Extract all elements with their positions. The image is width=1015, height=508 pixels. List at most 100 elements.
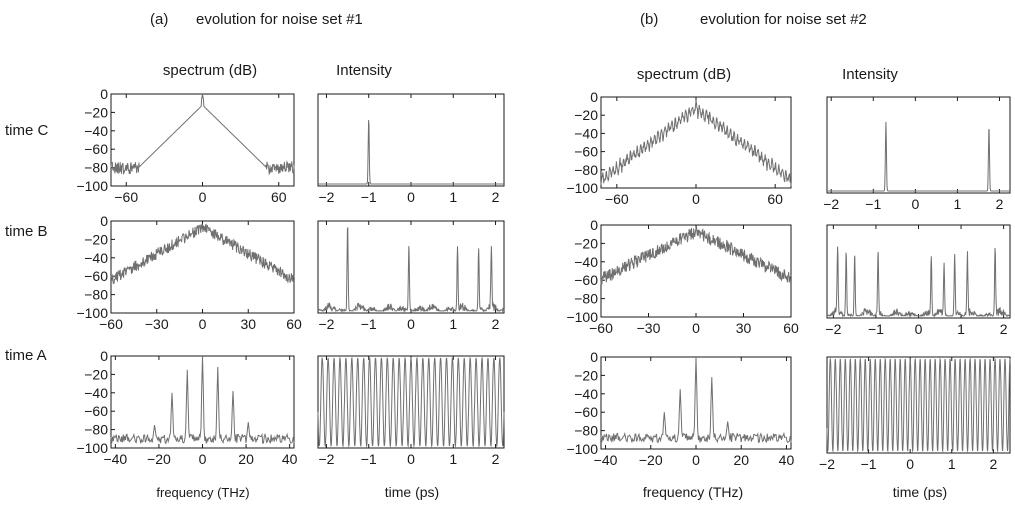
a-C-intensity-xtick-label: −1: [361, 189, 377, 205]
b-C-intensity-xtick-label: 0: [911, 196, 919, 212]
a-B-spectrum-ytick-label: 0: [100, 213, 108, 229]
b-C-spectrum-ytick-label: −20: [574, 107, 598, 123]
xlabel-frequency-b: frequency (THz): [643, 484, 743, 500]
col-header-intensity-b: Intensity: [842, 66, 898, 83]
b-B-intensity-xtick-label: 2: [1000, 321, 1008, 337]
b-B-spectrum-ytick-label: 0: [590, 217, 598, 233]
a-B-spectrum-xtick-label: 0: [199, 316, 207, 332]
a-C-spectrum-ytick-label: −60: [84, 141, 108, 157]
b-A-spectrum-xtick-label: 40: [779, 452, 795, 468]
b-C-intensity-xtick-label: −1: [865, 196, 881, 212]
a-B-intensity-xtick-label: 1: [449, 316, 457, 332]
b-C-intensity-xtick-label: −2: [823, 196, 839, 212]
b-C-intensity-trace: [827, 121, 1010, 192]
a-B-intensity-plot: −2 −1 0 1 2: [317, 220, 505, 332]
panel-b-label: (b): [640, 11, 658, 28]
a-A-spectrum-ytick-label: −20: [84, 366, 108, 382]
col-header-spectrum-b: spectrum (dB): [637, 66, 731, 83]
a-C-intensity-xtick-label: 1: [449, 189, 457, 205]
b-B-intensity-plot: −2 −1 0 1 2: [825, 224, 1011, 337]
a-A-intensity-xtick-label: 2: [492, 451, 500, 467]
b-A-spectrum-ytick-label: −60: [574, 404, 598, 420]
b-C-spectrum-ytick-label: −40: [574, 125, 598, 141]
xlabel-frequency-a: frequency (THz): [156, 485, 249, 500]
a-C-intensity-xtick-label: −2: [318, 189, 334, 205]
b-B-spectrum-ytick-label: −40: [574, 254, 598, 270]
a-A-intensity-plot: −2 −1 0 1 2: [317, 355, 505, 467]
b-B-spectrum-ytick-label: −20: [574, 235, 598, 251]
a-B-spectrum-ytick-label: −60: [84, 268, 108, 284]
b-A-spectrum-ytick-label: −20: [574, 367, 598, 383]
a-C-spectrum-ytick-label: −20: [84, 104, 108, 120]
b-A-intensity-xtick-label: 0: [906, 456, 914, 472]
b-B-spectrum-xtick-label: 0: [692, 320, 700, 336]
b-C-intensity-frame: [826, 96, 1011, 194]
a-A-spectrum-xtick-label: 20: [238, 451, 254, 467]
a-B-spectrum-xtick-label: 60: [286, 316, 302, 332]
a-B-intensity-xtick-label: −1: [361, 316, 377, 332]
col-header-intensity-a: Intensity: [336, 62, 392, 79]
a-B-spectrum-trace: [110, 223, 295, 285]
a-A-spectrum-xtick-label: −40: [103, 451, 127, 467]
b-A-spectrum-ytick-label: −40: [574, 386, 598, 402]
a-A-spectrum-xtick-label: 40: [282, 451, 298, 467]
a-B-intensity-trace: [317, 227, 505, 313]
a-C-intensity-xtick-label: 0: [407, 189, 415, 205]
a-B-intensity-xtick-label: −2: [318, 316, 334, 332]
a-A-spectrum-xtick-label: −20: [147, 451, 171, 467]
row-label-time-a: time A: [5, 347, 47, 364]
a-B-spectrum-ytick-label: −80: [84, 287, 108, 303]
b-A-spectrum-plot: −40 −20 0 20 40 0 −20 −40 −60 −80 −100: [566, 349, 794, 468]
b-C-spectrum-xtick-label: 0: [692, 191, 700, 207]
b-A-spectrum-xtick-label: 0: [692, 452, 700, 468]
panel-a-title: evolution for noise set #1: [196, 11, 363, 28]
b-A-intensity-plot: −2 −1 0 1 2: [819, 356, 1011, 472]
b-A-spectrum-xtick-label: 20: [733, 452, 749, 468]
a-C-spectrum-ytick-label: −40: [84, 123, 108, 139]
b-B-spectrum-trace: [600, 226, 792, 285]
b-C-spectrum-ytick-label: −60: [574, 144, 598, 160]
a-B-spectrum-xtick-label: −60: [99, 316, 123, 332]
a-A-intensity-xtick-label: −2: [318, 451, 334, 467]
b-C-spectrum-plot: −60 0 60 0 −20 −40 −60 −80 −100: [566, 89, 792, 207]
a-C-intensity-xtick-label: 2: [492, 189, 500, 205]
b-C-spectrum-xtick-label: −60: [605, 191, 629, 207]
a-C-spectrum-xtick-label: −60: [114, 189, 138, 205]
b-C-intensity-xtick-label: 2: [996, 196, 1004, 212]
a-C-spectrum-xtick-label: 0: [199, 189, 207, 205]
b-B-spectrum-xtick-label: 60: [783, 320, 799, 336]
b-C-spectrum-frame: [600, 96, 792, 189]
b-A-intensity-frame: [826, 356, 1011, 454]
b-B-spectrum-xtick-label: −60: [589, 320, 613, 336]
b-A-intensity-xtick-label: 2: [989, 456, 997, 472]
b-A-intensity-xtick-label: −2: [819, 456, 835, 472]
b-C-intensity-plot: −2 −1 0 1 2: [823, 96, 1011, 212]
a-B-spectrum-ytick-label: −100: [76, 305, 108, 321]
panel-a-label: (a): [150, 11, 168, 28]
a-C-spectrum-ytick-label: 0: [100, 86, 108, 102]
b-C-intensity-xtick-label: 1: [954, 196, 962, 212]
a-A-spectrum-ytick-label: −80: [84, 422, 108, 438]
a-B-spectrum-xtick-label: 30: [240, 316, 256, 332]
a-C-spectrum-plot: −60 0 60 0 −20 −40 −60 −80 −100: [76, 86, 295, 205]
b-C-spectrum-xtick-label: 60: [767, 191, 783, 207]
a-B-intensity-frame: [317, 220, 505, 314]
a-A-spectrum-ytick-label: −60: [84, 403, 108, 419]
b-A-spectrum-ytick-label: −100: [566, 441, 598, 457]
b-B-intensity-xtick-label: 0: [915, 321, 923, 337]
xlabel-time-a: time (ps): [385, 484, 439, 500]
a-A-spectrum-ytick-label: 0: [100, 348, 108, 364]
a-B-spectrum-plot: −60 −30 0 30 60 0 −20 −40 −60 −80 −100: [76, 213, 302, 332]
b-B-spectrum-ytick-label: −100: [566, 309, 598, 325]
b-C-spectrum-ytick-label: 0: [590, 89, 598, 105]
a-B-intensity-xtick-label: 0: [407, 316, 415, 332]
a-A-intensity-trace: [317, 356, 505, 448]
a-B-spectrum-ytick-label: −20: [84, 231, 108, 247]
a-C-spectrum-ytick-label: −100: [76, 178, 108, 194]
b-B-spectrum-ytick-label: −60: [574, 272, 598, 288]
a-A-intensity-frame: [317, 355, 505, 449]
a-A-intensity-xtick-label: 1: [449, 451, 457, 467]
a-C-intensity-frame: [317, 93, 505, 187]
b-A-spectrum-xtick-label: −20: [639, 452, 663, 468]
b-B-spectrum-xtick-label: −30: [637, 320, 661, 336]
